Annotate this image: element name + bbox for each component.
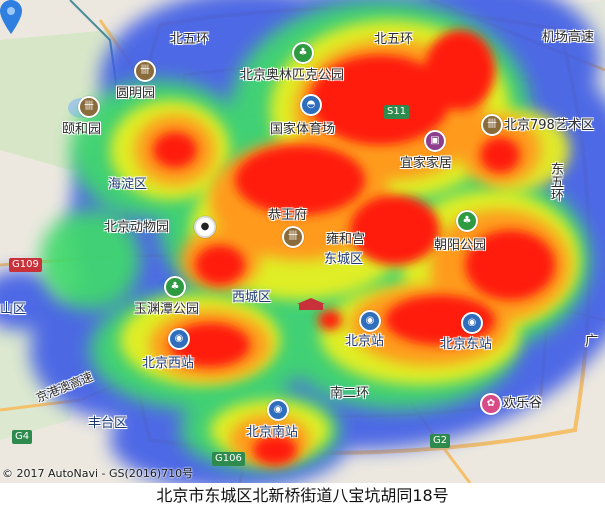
label-beijing-east-station: 北京东站: [440, 337, 493, 352]
label-fengtai-district: 丰台区: [88, 416, 128, 431]
label-dongcheng-district: 东城区: [324, 252, 364, 267]
label-summer-palace: 颐和园: [62, 122, 102, 137]
label-shan-district: 山区: [0, 302, 27, 317]
road-shield-g2: G2: [430, 434, 451, 448]
label-beijing-zoo: 北京动物园: [104, 220, 170, 235]
stadium-icon[interactable]: ◓: [300, 94, 322, 116]
label-haidian-district: 海淀区: [108, 177, 148, 192]
location-pin-icon[interactable]: [0, 0, 22, 34]
label-chaoyang-park: 朝阳公园: [434, 238, 487, 253]
label-happy-valley: 欢乐谷: [503, 396, 543, 411]
railway-station-icon[interactable]: ◉: [461, 312, 483, 334]
amusement-park-icon[interactable]: ✿: [480, 393, 502, 415]
map-copyright: © 2017 AutoNavi - GS(2016)710号: [2, 467, 194, 480]
temple-icon[interactable]: 卌: [78, 96, 100, 118]
temple-icon[interactable]: 卌: [481, 114, 503, 136]
gate-icon: [297, 298, 325, 310]
heatmap-map[interactable]: 卌 卌 ♣ ◓ ▣ 卌 ♣ 卌 ● ♣ ◉ ◉ ◉ ◉ ✿ S11 G109 G…: [0, 0, 605, 483]
temple-icon[interactable]: 卌: [282, 226, 304, 248]
railway-station-icon[interactable]: ◉: [359, 310, 381, 332]
label-prince-gong-mansion: 恭王府: [268, 208, 308, 223]
label-olympic-park: 北京奥林匹克公园: [240, 68, 345, 83]
label-beijing-west-station: 北京西站: [142, 356, 195, 371]
park-icon[interactable]: ♣: [456, 210, 478, 232]
park-icon[interactable]: ♣: [292, 42, 314, 64]
label-yuanmingyuan: 圆明园: [116, 86, 156, 101]
label-798-art-district: 北京798艺术区: [504, 118, 594, 133]
label-airport-expressway: 机场高速: [542, 30, 595, 45]
railway-station-icon[interactable]: ◉: [168, 328, 190, 350]
road-shield-s11: S11: [384, 105, 410, 119]
label-national-stadium: 国家体育场: [270, 122, 336, 137]
road-shield-g4: G4: [12, 430, 33, 444]
panda-icon[interactable]: ●: [194, 216, 216, 238]
label-beijing-station: 北京站: [345, 334, 385, 349]
label-north-fifth-ring-east: 北五环: [374, 32, 414, 47]
park-icon[interactable]: ♣: [164, 276, 186, 298]
label-guang: 广: [585, 334, 599, 349]
road-shield-g109: G109: [9, 258, 42, 272]
road-shield-g106: G106: [212, 452, 245, 466]
label-lama-temple: 雍和宫: [326, 232, 366, 247]
label-yuyuantan-park: 玉渊潭公园: [134, 302, 200, 317]
temple-icon[interactable]: 卌: [134, 60, 156, 82]
shopping-icon[interactable]: ▣: [424, 130, 446, 152]
label-beijing-south-station: 北京南站: [246, 425, 299, 440]
label-east-fifth-ring: 东五环: [548, 162, 563, 201]
heatmap-red-layer: [153, 30, 555, 465]
label-xicheng-district: 西城区: [232, 290, 272, 305]
label-north-fifth-ring-west: 北五环: [170, 32, 210, 47]
label-ikea: 宜家家居: [400, 156, 453, 171]
address-caption: 北京市东城区北新桥街道八宝坑胡同18号: [156, 486, 449, 505]
railway-station-icon[interactable]: ◉: [267, 399, 289, 421]
label-south-second-ring: 南二环: [330, 386, 370, 401]
